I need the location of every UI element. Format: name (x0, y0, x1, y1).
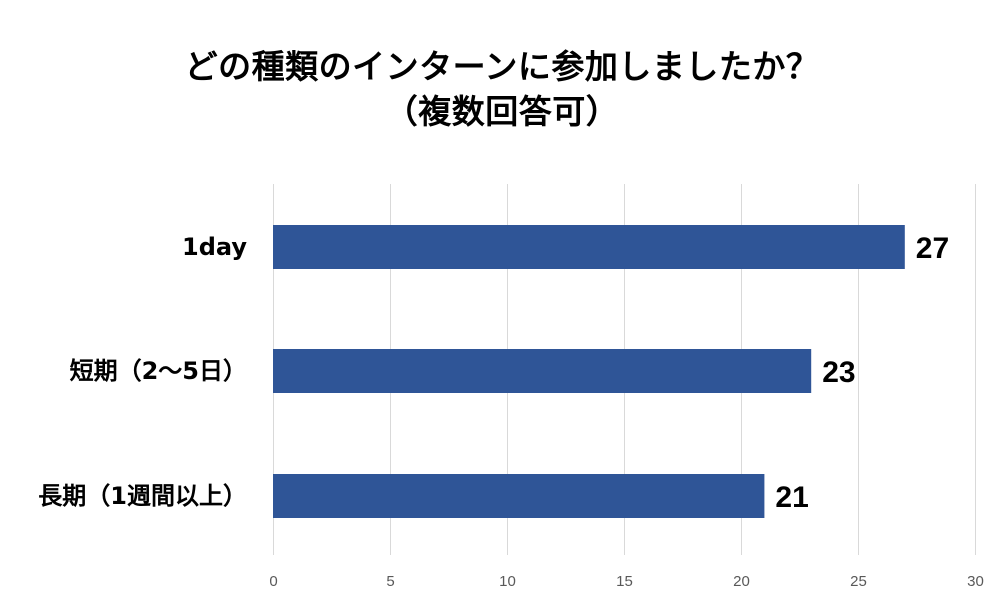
x-tick-label: 20 (733, 573, 750, 590)
data-label: 27 (916, 232, 949, 265)
x-tick-label: 5 (386, 573, 394, 590)
chart-title: どの種類のインターンに参加しましたか？ (184, 47, 820, 86)
x-tick-label: 25 (850, 573, 867, 590)
data-label: 23 (822, 356, 855, 389)
x-tick-label: 15 (616, 573, 633, 590)
x-tick-label: 30 (967, 573, 984, 590)
category-label: 長期（1週間以上） (38, 482, 247, 510)
category-label: 短期（2〜5日） (70, 357, 247, 385)
x-tick-label: 10 (499, 573, 516, 590)
x-tick-label: 0 (269, 573, 277, 590)
data-label: 21 (775, 481, 808, 514)
bar (273, 349, 812, 393)
bar (273, 474, 765, 518)
bar (273, 225, 905, 269)
chart-subtitle: （複数回答可） (384, 92, 620, 131)
category-label: 1day (182, 233, 247, 261)
